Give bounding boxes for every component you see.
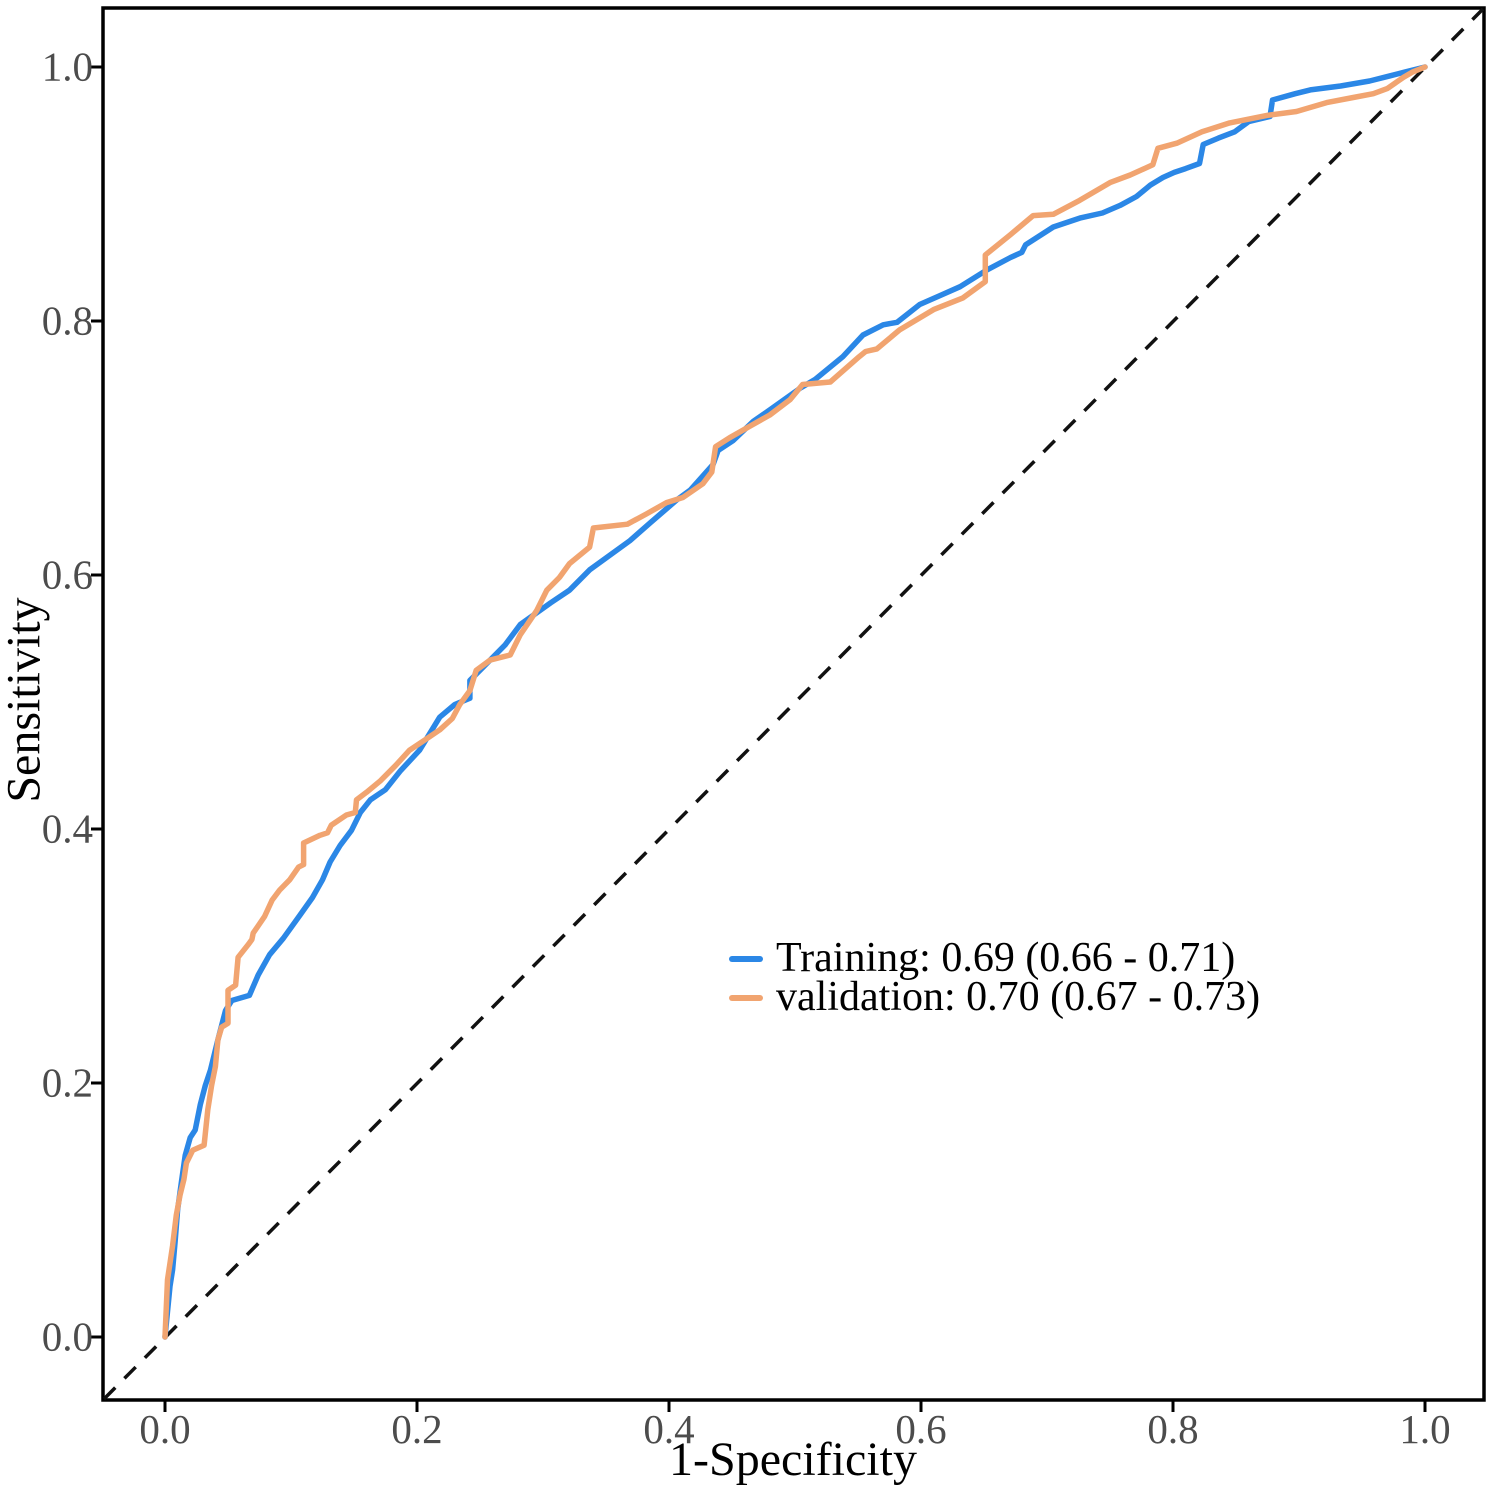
x-tick-label: 0.2	[391, 1406, 443, 1452]
y-tick-label: 0.4	[41, 805, 93, 852]
y-axis-title: Sensitivity	[0, 597, 51, 803]
training-line-swatch-icon	[729, 955, 763, 962]
legend-row-validation: validation: 0.70 (0.67 - 0.73)	[729, 974, 1261, 1020]
y-tick-label: 0.6	[41, 551, 93, 598]
x-axis-title: 1-Specificity	[669, 1433, 917, 1486]
y-tick-label: 1.0	[41, 43, 93, 90]
legend: Training: 0.69 (0.66 - 0.71) validation:…	[729, 935, 1261, 1020]
legend-label-training: Training: 0.69 (0.66 - 0.71)	[776, 935, 1236, 981]
y-tick-label: 0.0	[41, 1313, 93, 1360]
x-tick-label: 0.0	[139, 1406, 191, 1452]
legend-label-validation: validation: 0.70 (0.67 - 0.73)	[776, 974, 1261, 1020]
chance-diagonal-line	[102, 7, 1485, 1401]
panel-border	[101, 6, 1486, 1402]
y-tick-label: 0.2	[41, 1059, 93, 1106]
x-tick-label: 0.6	[895, 1406, 947, 1452]
y-tick-label: 0.8	[41, 297, 93, 344]
x-tick-label: 0.4	[643, 1406, 695, 1452]
x-tick-label: 1.0	[1399, 1406, 1451, 1452]
x-tick-label: 0.8	[1147, 1406, 1199, 1452]
legend-row-training: Training: 0.69 (0.66 - 0.71)	[729, 935, 1260, 981]
roc-curve-validation	[162, 64, 1428, 1340]
validation-line-swatch-icon	[729, 994, 763, 1001]
